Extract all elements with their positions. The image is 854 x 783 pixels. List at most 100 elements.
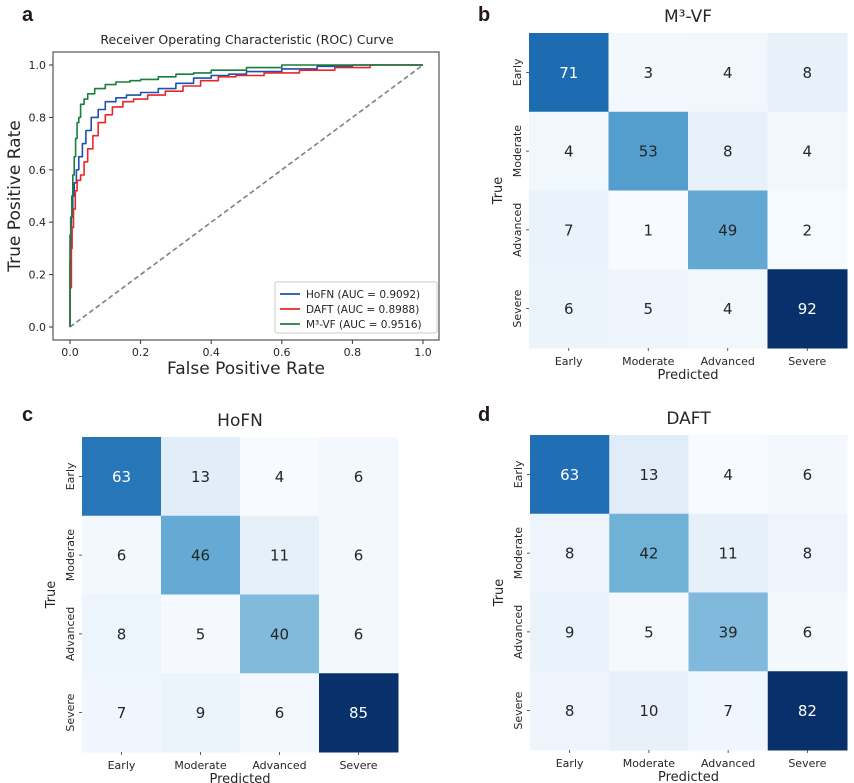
roc-series-line-daft <box>69 64 423 327</box>
legend-entry: HoFN (AUC = 0.9092) <box>306 289 420 301</box>
heatmap-cell <box>609 513 689 593</box>
chance-diagonal-line <box>69 64 424 328</box>
heatmap-cell <box>767 592 848 672</box>
heatmap-cell <box>608 33 689 113</box>
confusion-matrix-title: HoFN <box>217 411 263 431</box>
y-tick-label: Advanced <box>64 607 77 661</box>
cell-value: 6 <box>354 547 364 565</box>
cell-value: 4 <box>802 143 812 161</box>
heatmap-cell <box>240 594 320 674</box>
cell-value: 13 <box>639 466 658 484</box>
cell-value: 8 <box>565 545 575 563</box>
cell-value: 7 <box>117 704 127 722</box>
cell-value: 6 <box>354 468 364 486</box>
x-tick-label: 0.0 <box>61 346 79 359</box>
cell-value: 8 <box>802 64 812 82</box>
heatmap-cell <box>609 435 689 515</box>
y-axis-label: True <box>44 581 59 610</box>
panel-label-a: a <box>22 4 34 26</box>
cell-value: 6 <box>117 547 127 565</box>
y-tick-label: Severe <box>511 289 524 327</box>
y-tick-label: Advanced <box>512 605 525 659</box>
x-tick-label: Moderate <box>622 355 675 368</box>
y-tick-label: Early <box>511 58 524 86</box>
heatmap-cell <box>530 592 610 672</box>
x-tick-label: 0.6 <box>273 346 291 359</box>
y-axis-label: True <box>492 579 507 608</box>
y-tick-label: 0.6 <box>29 164 47 177</box>
heatmap-cell <box>530 435 610 515</box>
heatmap-cell <box>161 594 241 674</box>
cell-value: 5 <box>644 623 654 641</box>
x-axis-label: Predicted <box>657 368 718 383</box>
panel-label-b: b <box>478 4 491 26</box>
roc-chart: Receiver Operating Characteristic (ROC) … <box>5 32 440 379</box>
legend-frame <box>274 281 438 334</box>
heatmap-cell <box>161 437 241 517</box>
x-tick-label: Moderate <box>623 757 676 770</box>
cell-value: 4 <box>723 300 733 318</box>
roc-x-axis-label: False Positive Rate <box>167 359 325 379</box>
cell-value: 39 <box>719 623 738 641</box>
x-tick-label: 0.4 <box>202 346 220 359</box>
x-tick-label: Moderate <box>174 759 227 772</box>
heatmap-cell <box>767 111 848 191</box>
heatmap-cell <box>767 513 848 593</box>
x-tick-label: Severe <box>339 759 377 772</box>
panel-label-c: c <box>22 404 34 426</box>
heatmap-cell <box>609 671 689 751</box>
heatmap-cell <box>82 673 162 753</box>
y-tick-label: Moderate <box>64 529 77 582</box>
cell-value: 4 <box>564 143 574 161</box>
heatmap-cell <box>767 435 848 515</box>
y-tick-label: 0.4 <box>29 216 47 229</box>
heatmap-cell <box>688 33 768 113</box>
heatmap-cell <box>529 33 609 113</box>
y-tick-label: Moderate <box>511 125 524 178</box>
heatmap-cell <box>82 437 162 517</box>
cell-value: 7 <box>564 221 574 239</box>
x-axis-label: Predicted <box>658 770 719 783</box>
heatmap-cell <box>767 33 848 113</box>
heatmap-cell <box>161 515 241 595</box>
roc-legend: HoFN (AUC = 0.9092) DAFT (AUC = 0.8988) M³… <box>274 281 438 334</box>
heatmap-cell <box>82 594 162 674</box>
cell-value: 6 <box>803 466 813 484</box>
legend-entry: M³-VF (AUC = 0.9516) <box>306 319 422 331</box>
x-tick-label: Early <box>108 759 136 772</box>
heatmap-cell <box>608 190 689 270</box>
cell-value: 11 <box>719 545 738 563</box>
cell-value: 5 <box>196 625 206 643</box>
cell-value: 4 <box>723 64 733 82</box>
x-tick-label: Advanced <box>701 355 755 368</box>
cell-value: 13 <box>191 468 210 486</box>
y-tick-label: Early <box>64 462 77 490</box>
cell-value: 8 <box>723 143 733 161</box>
y-tick-label: Advanced <box>511 203 524 257</box>
cell-value: 8 <box>565 702 575 720</box>
heatmap-cell <box>767 190 848 270</box>
heatmap-cell <box>529 190 609 270</box>
cell-value: 7 <box>723 702 733 720</box>
y-tick-label: 0.0 <box>29 321 47 334</box>
cell-value: 85 <box>349 704 368 722</box>
cell-value: 63 <box>112 468 131 486</box>
x-axis-label: Predicted <box>209 772 270 783</box>
cell-value: 6 <box>275 704 285 722</box>
cell-value: 5 <box>643 300 653 318</box>
confusion-matrix-title: DAFT <box>666 409 711 429</box>
roc-title: Receiver Operating Characteristic (ROC) … <box>100 32 394 47</box>
y-tick-label: 0.2 <box>29 269 47 282</box>
heatmap-cell <box>240 673 320 753</box>
heatmap-cell <box>319 673 399 753</box>
heatmap-cell <box>240 515 320 595</box>
heatmap-cell <box>608 111 689 191</box>
y-tick-label: Severe <box>512 691 525 729</box>
x-tick-label: Severe <box>788 757 826 770</box>
cell-value: 82 <box>798 702 817 720</box>
cell-value: 4 <box>723 466 733 484</box>
x-tick-label: 1.0 <box>414 346 432 359</box>
roc-x-ticks: 0.0 0.2 0.4 0.6 0.8 1.0 <box>61 340 432 359</box>
